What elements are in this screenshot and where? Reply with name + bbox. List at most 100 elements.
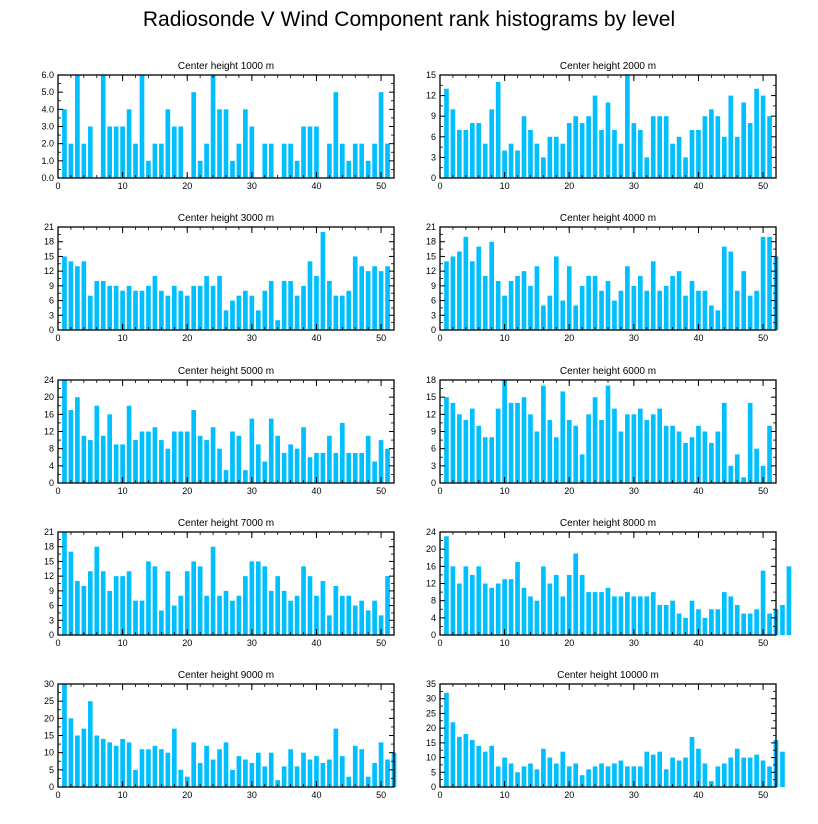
histogram-bar xyxy=(605,102,611,178)
panel-title: Center height 4000 m xyxy=(560,213,656,224)
histogram-bar xyxy=(385,759,390,787)
x-tick-label: 50 xyxy=(376,333,386,343)
histogram-bar xyxy=(541,305,546,330)
y-tick-label: 0.0 xyxy=(41,173,54,183)
histogram-bar xyxy=(592,592,598,635)
y-tick-label: 12 xyxy=(426,266,436,276)
y-tick-label: 3 xyxy=(431,461,436,471)
histogram-bar xyxy=(560,596,566,635)
histogram-bar xyxy=(670,143,675,178)
y-tick-label: 6 xyxy=(431,444,436,454)
histogram-bar xyxy=(444,88,449,178)
histogram-bar xyxy=(217,749,222,787)
x-tick-label: 30 xyxy=(629,638,639,648)
histogram-bar xyxy=(113,126,119,178)
histogram-bar xyxy=(204,595,209,635)
histogram-bar xyxy=(107,126,113,178)
histogram-bar xyxy=(579,574,585,635)
histogram-bar xyxy=(767,236,772,330)
y-tick-label: 21 xyxy=(44,527,54,537)
histogram-bar xyxy=(734,136,740,178)
histogram-bar xyxy=(670,276,675,330)
x-tick-label: 50 xyxy=(758,333,768,343)
histogram-bar xyxy=(204,276,209,330)
histogram-bar xyxy=(644,157,650,178)
histogram-bar xyxy=(599,420,604,483)
histogram-bar xyxy=(197,285,203,330)
histogram-bar xyxy=(637,408,643,483)
histogram-bar xyxy=(120,576,125,635)
histogram-bar xyxy=(734,290,740,330)
x-tick-label: 30 xyxy=(247,181,257,191)
histogram-bar xyxy=(191,561,197,635)
x-tick-label: 20 xyxy=(182,638,192,648)
histogram-bar xyxy=(709,305,714,330)
histogram-bar xyxy=(281,590,287,635)
histogram-bar xyxy=(249,762,255,787)
histogram-bar xyxy=(262,461,268,483)
histogram-bar xyxy=(760,236,766,330)
y-tick-label: 8 xyxy=(431,596,436,606)
histogram-bar xyxy=(339,595,345,635)
histogram-bar xyxy=(760,760,766,787)
histogram-bar xyxy=(301,566,306,635)
histogram-bar xyxy=(476,123,482,178)
histogram-bar xyxy=(327,615,332,635)
histogram-bar xyxy=(262,766,268,787)
y-tick-label: 12 xyxy=(426,579,436,589)
histogram-bar xyxy=(243,576,248,635)
histogram-bar xyxy=(230,431,235,483)
histogram-bar xyxy=(709,109,714,178)
histogram-bar xyxy=(444,536,449,635)
histogram-bar xyxy=(210,285,216,330)
histogram-bar xyxy=(139,431,145,483)
y-tick-label: 8 xyxy=(49,444,54,454)
histogram-bar xyxy=(676,136,682,178)
histogram-bar xyxy=(346,595,352,635)
histogram-panel-2: Center height 2000 m 0 10 20 30 40 50 0 3 6 9 12 15 xyxy=(426,61,777,191)
histogram-bar xyxy=(365,271,371,330)
histogram-bar xyxy=(482,583,488,635)
histogram-bar xyxy=(534,600,540,635)
histogram-bar xyxy=(146,561,151,635)
x-tick-label: 20 xyxy=(182,181,192,191)
histogram-bar xyxy=(463,236,469,330)
histogram-bar xyxy=(236,435,242,483)
x-tick-label: 20 xyxy=(182,790,192,800)
histogram-bar xyxy=(204,745,209,787)
histogram-bar xyxy=(107,285,113,330)
histogram-bar xyxy=(482,437,488,483)
histogram-bar xyxy=(747,295,753,330)
y-tick-label: 20 xyxy=(426,723,436,733)
x-tick-label: 40 xyxy=(311,638,321,648)
histogram-panel-6: Center height 6000 m 0 10 20 30 40 50 0 3 6 9 12 15 1… xyxy=(426,366,777,496)
histogram-bar xyxy=(165,571,171,635)
histogram-bar xyxy=(579,454,585,483)
histogram-bar xyxy=(107,414,113,483)
histogram-bar xyxy=(721,763,727,787)
panel-title: Center height 5000 m xyxy=(178,366,274,377)
histogram-bar xyxy=(210,75,216,178)
histogram-bar xyxy=(457,129,462,178)
histogram-bar xyxy=(573,763,579,787)
histogram-bar xyxy=(275,576,281,635)
histogram-bar xyxy=(204,440,209,483)
histogram-bar xyxy=(650,754,656,787)
y-tick-label: 18 xyxy=(44,542,54,552)
histogram-bar xyxy=(262,566,268,635)
histogram-bar xyxy=(476,425,482,483)
histogram-bar xyxy=(294,595,300,635)
histogram-bar xyxy=(534,266,540,330)
histogram-bar xyxy=(146,160,151,178)
histogram-bar xyxy=(534,431,540,483)
histogram-bar xyxy=(314,595,319,635)
histogram-panel-1: Center height 1000 m 0 10 20 30 40 50 0.0 1.0 2.0… xyxy=(41,61,395,191)
histogram-bar xyxy=(521,271,527,330)
histogram-bar xyxy=(262,143,268,178)
histogram-bar xyxy=(75,581,80,635)
y-tick-label: 25 xyxy=(44,696,54,706)
y-tick-label: 9 xyxy=(431,427,436,437)
histogram-bar xyxy=(592,276,598,330)
y-tick-label: 3 xyxy=(49,310,54,320)
histogram-bar xyxy=(385,266,390,330)
